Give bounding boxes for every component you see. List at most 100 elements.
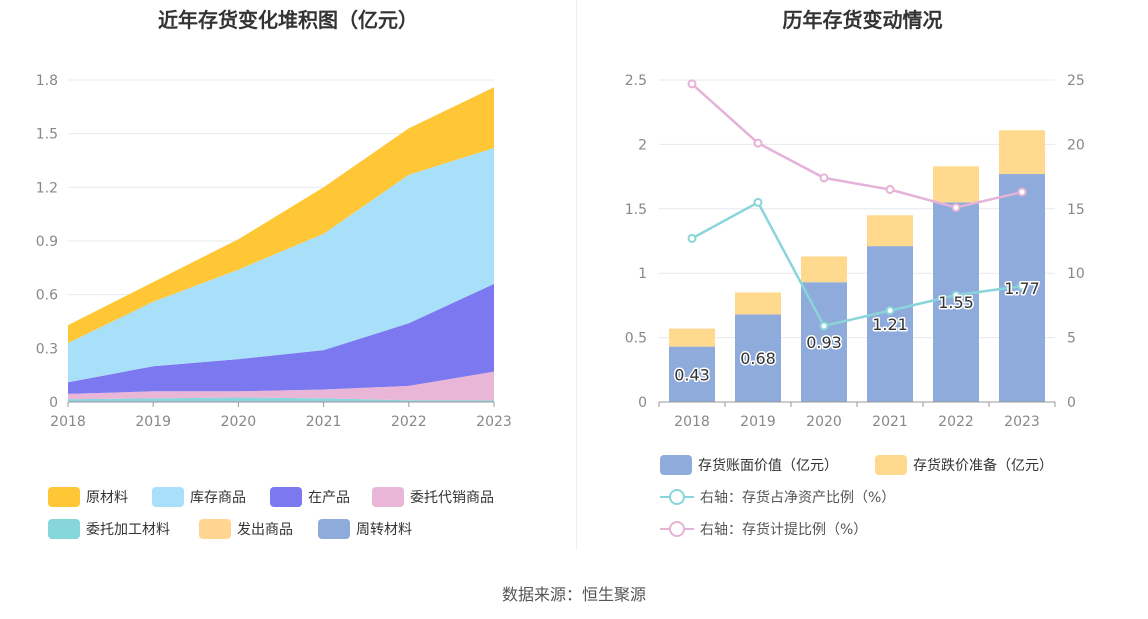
line-point [687,79,697,89]
line-point [819,173,829,183]
x-tick-label: 2023 [1004,414,1040,430]
bar-provision [669,328,715,347]
legend-swatch [48,487,80,507]
data-source: 数据来源：恒生聚源 [501,585,646,604]
x-tick-label: 2018 [50,414,86,430]
x-tick-label: 2021 [872,414,908,430]
legend-swatch [199,519,231,539]
x-tick-label: 2018 [674,414,710,430]
legend-swatch [270,487,302,507]
area-series-4 [68,283,494,394]
y-tick-label: 1.2 [36,180,58,196]
inventory-change-chart-panel: 历年存货变动情况 0 0.5 1 1.5 2 2.5 0 5 10 15 20 25 0.43 0.68 0… [577,0,1148,550]
legend-item[interactable]: 原材料 [48,487,128,507]
bar-data-label: 0.68 [740,349,776,368]
line-point [753,138,763,148]
x-tick-label: 2019 [740,414,776,430]
bar-data-label: 1.77 [1004,279,1040,298]
bar-provision [735,292,781,315]
bar-data-label: 1.55 [938,293,974,312]
area-series-5 [68,148,494,383]
legend-swatch [660,455,692,475]
legend-swatch [48,519,80,539]
x-tick-label: 2021 [306,414,342,430]
line-point [951,290,961,300]
legend-line-symbol [660,487,694,507]
bar-provision [933,166,979,203]
legend-label: 库存商品 [190,490,246,506]
bar-provision [801,256,847,283]
y-tick-label: 2.5 [625,73,647,89]
panel-divider [576,0,577,550]
legend-label: 存货跌价准备（亿元） [913,458,1053,474]
legend-label: 在产品 [308,490,350,506]
legend-label: 原材料 [86,490,128,506]
legend-item[interactable]: 存货账面价值（亿元） [660,455,838,475]
area-series-6 [68,87,494,343]
legend-item[interactable]: 周转材料 [318,519,412,539]
line-point [687,233,697,243]
line-series-0 [691,200,1023,328]
line-point [819,321,829,331]
legend-label: 委托加工材料 [86,522,170,538]
bar-book-value [801,282,847,402]
left-chart-title: 近年存货变化堆积图（亿元） [158,8,418,32]
legend-swatch [152,487,184,507]
legend-item[interactable]: 委托加工材料 [48,519,170,539]
legend-item[interactable]: 右轴：存货计提比例（%） [660,519,867,539]
legend-item[interactable]: 存货跌价准备（亿元） [875,455,1053,475]
x-tick-label: 2020 [806,414,842,430]
legend-label: 右轴：存货计提比例（%） [700,522,868,538]
line-point [1017,281,1027,291]
y2-tick-label: 20 [1067,137,1085,153]
bar-data-label: 0.93 [806,333,842,352]
y-tick-label: 1.5 [36,127,58,143]
bar-data-label: 1.21 [872,315,908,334]
area-series-2 [68,371,494,401]
y2-tick-label: 0 [1067,395,1076,411]
line-point [1017,187,1027,197]
stacked-area-chart-panel: 近年存货变化堆积图（亿元） 0 0.3 0.6 0.9 1.2 1.5 1.8 2018 201… [0,0,576,550]
line-point [951,203,961,213]
legend-label: 发出商品 [237,522,293,538]
y-tick-label: 0 [49,395,58,411]
combo-bar-line-chart: 0 0.5 1 1.5 2 2.5 0 5 10 15 20 25 0.43 0.68 0.93 1.21 1.… [625,73,1085,430]
bar-book-value [669,346,715,402]
legend-swatch [372,487,404,507]
legend-item[interactable]: 在产品 [270,487,350,507]
x-tick-label: 2020 [221,414,257,430]
y-tick-label: 1 [638,266,647,282]
bar-provision [867,215,913,247]
bar-data-label: 0.43 [674,365,710,384]
y-tick-label: 0 [638,395,647,411]
bar-book-value [867,246,913,402]
x-tick-label: 2022 [391,414,427,430]
stacked-area-chart: 0 0.3 0.6 0.9 1.2 1.5 1.8 2018 2019 2020 2021 2022 2… [36,73,512,430]
y-tick-label: 0.9 [36,234,58,250]
line-point [753,197,763,207]
legend-label: 周转材料 [356,522,412,538]
y-tick-label: 0.6 [36,288,58,304]
y2-tick-label: 5 [1067,331,1076,347]
y2-tick-label: 25 [1067,73,1085,89]
y-tick-label: 1.8 [36,73,58,89]
y-tick-label: 1.5 [625,202,647,218]
legend-label: 委托代销商品 [410,490,494,506]
legend-label: 右轴：存货占净资产比例（%） [700,490,896,506]
legend-label: 存货账面价值（亿元） [698,458,838,474]
x-tick-label: 2022 [938,414,974,430]
y-tick-label: 0.3 [36,341,58,357]
legend-item[interactable]: 库存商品 [152,487,246,507]
legend-swatch [318,519,350,539]
legend-swatch [875,455,907,475]
y2-tick-label: 15 [1067,202,1085,218]
legend-item[interactable]: 委托代销商品 [372,487,494,507]
y-tick-label: 0.5 [625,331,647,347]
legend-item[interactable]: 右轴：存货占净资产比例（%） [660,487,895,507]
line-point [885,306,895,316]
y2-tick-label: 10 [1067,266,1085,282]
right-chart-title: 历年存货变动情况 [782,8,943,32]
legend-line-symbol [660,519,694,539]
x-tick-label: 2019 [135,414,171,430]
legend-item[interactable]: 发出商品 [199,519,293,539]
